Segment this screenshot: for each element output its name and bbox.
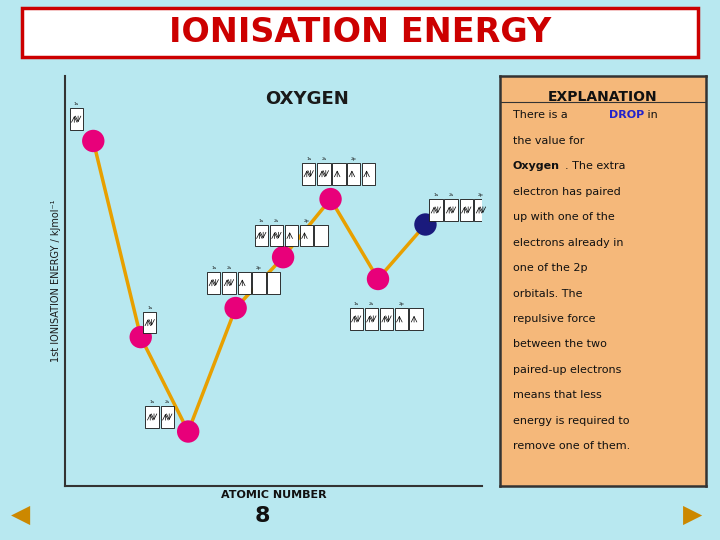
Text: orbitals. The: orbitals. The — [513, 288, 582, 299]
Text: remove one of them.: remove one of them. — [513, 441, 630, 451]
Text: OXYGEN: OXYGEN — [265, 90, 349, 109]
Bar — [285, 225, 298, 246]
Text: the value for: the value for — [513, 136, 584, 146]
Text: repulsive force: repulsive force — [513, 314, 595, 324]
Bar — [318, 163, 330, 185]
Bar — [143, 312, 156, 334]
Text: 2s: 2s — [226, 266, 232, 270]
Point — [230, 303, 241, 312]
Text: 1s: 1s — [150, 400, 155, 404]
Text: electrons already in: electrons already in — [513, 238, 624, 248]
Bar — [395, 308, 408, 330]
Y-axis label: 1st IONISATION ENERGY / kJmol⁻¹: 1st IONISATION ENERGY / kJmol⁻¹ — [50, 200, 60, 362]
Bar — [300, 225, 313, 246]
Text: 2p: 2p — [256, 266, 261, 270]
Text: DROP: DROP — [609, 111, 644, 120]
Point — [277, 253, 289, 261]
Bar — [380, 308, 393, 330]
Bar — [347, 163, 361, 185]
Text: 2p: 2p — [398, 302, 404, 306]
Bar — [161, 406, 174, 428]
Bar — [429, 199, 443, 221]
Text: paired-up electrons: paired-up electrons — [513, 365, 621, 375]
Point — [135, 333, 146, 341]
Bar — [362, 163, 375, 185]
Text: electron has paired: electron has paired — [513, 187, 621, 197]
Bar — [145, 406, 158, 428]
Bar — [474, 199, 487, 221]
Text: 1s: 1s — [211, 266, 217, 270]
Text: up with one of the: up with one of the — [513, 212, 614, 222]
Text: means that less: means that less — [513, 390, 601, 400]
Text: 1s: 1s — [306, 157, 311, 161]
Text: one of the 2p: one of the 2p — [513, 263, 588, 273]
Text: 2s: 2s — [274, 219, 279, 222]
Bar — [267, 272, 280, 294]
Point — [372, 275, 384, 284]
Text: in: in — [644, 111, 658, 120]
Text: . The extra: . The extra — [565, 161, 626, 171]
Text: 2p: 2p — [478, 193, 484, 197]
Text: 1s: 1s — [147, 306, 153, 310]
Text: ◀: ◀ — [11, 503, 30, 526]
Bar — [315, 225, 328, 246]
Text: 2s: 2s — [321, 157, 327, 161]
Text: 2s: 2s — [165, 400, 170, 404]
Text: There is a: There is a — [513, 111, 571, 120]
Bar — [252, 272, 266, 294]
Text: 1s: 1s — [354, 302, 359, 306]
Text: 2s: 2s — [369, 302, 374, 306]
Bar — [238, 272, 251, 294]
Text: 1s: 1s — [73, 103, 78, 106]
Bar — [255, 225, 268, 246]
Text: IONISATION ENERGY: IONISATION ENERGY — [169, 16, 551, 49]
Bar — [333, 163, 346, 185]
Bar — [365, 308, 378, 330]
Bar — [409, 308, 423, 330]
Bar — [222, 272, 235, 294]
Text: 2p: 2p — [304, 219, 309, 222]
Bar — [444, 199, 458, 221]
Text: between the two: between the two — [513, 340, 606, 349]
Bar — [459, 199, 473, 221]
Text: 1s: 1s — [433, 193, 438, 197]
Bar — [489, 199, 503, 221]
Point — [325, 195, 336, 204]
Bar — [70, 109, 83, 130]
Text: Oxygen: Oxygen — [513, 161, 559, 171]
Text: EXPLANATION: EXPLANATION — [548, 90, 658, 104]
Point — [420, 220, 431, 229]
Text: 8: 8 — [255, 507, 271, 526]
Text: 2s: 2s — [449, 193, 454, 197]
Text: energy is required to: energy is required to — [513, 416, 629, 426]
Point — [182, 427, 194, 436]
Bar — [207, 272, 220, 294]
Text: ▶: ▶ — [683, 503, 702, 526]
Bar — [270, 225, 283, 246]
Text: 1s: 1s — [258, 219, 264, 222]
Bar — [302, 163, 315, 185]
Text: 2p: 2p — [351, 157, 356, 161]
X-axis label: ATOMIC NUMBER: ATOMIC NUMBER — [221, 490, 326, 500]
Bar — [349, 308, 363, 330]
Point — [88, 137, 99, 145]
